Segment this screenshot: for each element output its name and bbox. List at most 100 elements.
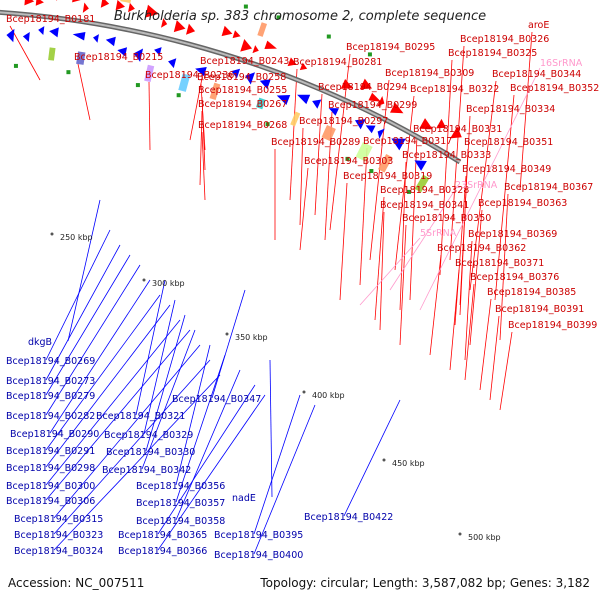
forward-gene-label: Bcep18194_B0299 — [328, 100, 417, 111]
forward-leader-line — [314, 93, 323, 216]
reverse-gene-label: Bcep18194_B0357 — [136, 498, 225, 509]
reverse-leader-line — [45, 304, 171, 468]
reverse-leader-line — [45, 254, 131, 396]
reverse-leader-line — [53, 374, 221, 551]
functional-category-block — [378, 153, 393, 173]
scale-ticks: 250 kbp 300 kbp 350 kbp 400 kbp 450 kbp 500 k… — [50, 232, 501, 542]
reverse-gene-arrow — [168, 58, 177, 69]
reverse-gene-label: Bcep18194_B0324 — [14, 546, 103, 557]
reverse-leader-line — [253, 404, 316, 555]
reverse-gene-arrow — [49, 27, 59, 38]
marker-dot — [243, 4, 248, 9]
reverse-leader-line — [67, 199, 101, 342]
reverse-gene-arrow — [377, 128, 385, 139]
reverse-gene-arrow — [297, 94, 311, 105]
reverse-gene-arrow — [245, 72, 256, 85]
forward-gene-label: Bcep18194_B0334 — [466, 104, 555, 115]
reverse-gene-label: Bcep18194_B0329 — [104, 430, 193, 441]
forward-leader-line — [464, 240, 473, 361]
forward-leader-line — [499, 331, 513, 411]
tick-mark — [50, 232, 54, 236]
forward-gene-label: Bcep18194_B0236 — [145, 70, 234, 81]
forward-gene-label: Bcep18194_B0267 — [198, 99, 287, 110]
functional-category-block — [255, 97, 266, 110]
forward-gene-label: Bcep18194_B0363 — [478, 198, 567, 209]
forward-gene-label: Bcep18194_B0317 — [363, 136, 452, 147]
scale-tick-label: 350 kbp — [235, 333, 268, 342]
reverse-gene-label: Bcep18194_B0347 — [172, 394, 261, 405]
forward-gene-arrow — [264, 40, 277, 49]
forward-gene-arrow — [128, 2, 135, 13]
forward-gene-label: Bcep18194_B0350 — [402, 213, 491, 224]
reverse-gene-label: Bcep18194_B0358 — [136, 516, 225, 527]
reverse-leader-line — [143, 299, 176, 435]
marker-dot — [176, 93, 181, 98]
forward-gene-label: Bcep18194_B0309 — [385, 68, 474, 79]
reverse-gene-label: nadE — [232, 493, 256, 504]
forward-gene-label: aroE — [528, 20, 549, 31]
forward-gene-label: Bcep18194_B0362 — [437, 243, 526, 254]
reverse-gene-label: Bcep18194_B0269 — [6, 356, 95, 367]
feature-blocks — [13, 0, 430, 194]
reverse-gene-arrow — [105, 36, 116, 47]
functional-category-block — [414, 174, 430, 193]
reverse-leader-line — [53, 359, 211, 535]
forward-gene-arrow — [359, 78, 373, 90]
forward-gene-arrow — [24, 0, 35, 6]
forward-leader-line — [439, 59, 453, 276]
forward-gene-label: Bcep18194_B0385 — [487, 287, 576, 298]
reverse-gene-label: Bcep18194_B0291 — [6, 446, 95, 457]
forward-gene-arrow — [160, 18, 168, 28]
forward-gene-label: Bcep18194_B0351 — [464, 137, 553, 148]
reverse-leader-line — [175, 369, 241, 521]
reverse-gene-arrow — [231, 68, 241, 79]
forward-gene-label: Bcep18194_B0369 — [468, 229, 557, 240]
forward-gene-arrow — [390, 102, 404, 114]
forward-leader-line — [489, 315, 500, 401]
forward-gene-label: Bcep18194_B0325 — [448, 48, 537, 59]
forward-gene-label: Bcep18194_B0322 — [410, 84, 499, 95]
forward-gene-label: Bcep18194_B0281 — [293, 57, 382, 68]
rna-leader-line — [389, 189, 456, 291]
reverse-gene-label: Bcep18194_B0279 — [6, 391, 95, 402]
forward-gene-label: Bcep18194_B0243 — [200, 56, 289, 67]
reverse-leader-line — [157, 384, 256, 535]
forward-gene-label: Bcep18194_B0289 — [271, 137, 360, 148]
functional-category-block — [48, 47, 56, 61]
reverse-gene-arrow — [312, 99, 322, 109]
functional-category-block — [76, 51, 86, 65]
forward-gene-arrow — [299, 62, 308, 71]
forward-gene-arrow — [419, 118, 433, 130]
functional-category-block — [257, 22, 268, 37]
forward-leader-line — [148, 81, 151, 151]
forward-gene-label: Bcep18194_B0399 — [508, 320, 597, 331]
forward-leader-line — [374, 196, 385, 321]
reverse-leader-line — [135, 279, 166, 416]
forward-leader-line — [369, 79, 390, 261]
forward-gene-label: Bcep18194_B0376 — [470, 272, 559, 283]
reverse-gene-arrow — [354, 119, 366, 130]
tick-mark — [458, 532, 462, 536]
forward-leader-line — [399, 161, 407, 311]
forward-leader-line — [494, 94, 515, 301]
forward-gene-arrow — [185, 23, 196, 35]
marker-dot — [13, 63, 18, 68]
forward-leader-line — [394, 95, 415, 271]
reverse-gene-arrow — [391, 138, 406, 151]
forward-gene-arrow — [436, 118, 447, 129]
reverse-leader-line — [49, 279, 151, 434]
forward-gene-label: Bcep18194_B0344 — [492, 69, 581, 80]
forward-gene-label: Bcep18194_B0328 — [380, 185, 469, 196]
functional-category-block — [120, 0, 134, 4]
reverse-gene-label: Bcep18194_B0323 — [14, 530, 103, 541]
rna-label: 5SrRNA — [420, 228, 457, 239]
forward-gene-arrow — [173, 20, 186, 33]
marker-dot — [406, 189, 411, 194]
forward-leader-line — [199, 110, 203, 186]
forward-gene-label: Bcep18194_B0391 — [495, 304, 584, 315]
marker-dot — [66, 70, 71, 75]
reverse-gene-arrow — [365, 125, 376, 134]
forward-gene-label: Bcep18194_B0215 — [74, 52, 163, 63]
gene-labels: Bcep18194_B0181 Bcep18194_B0215 Bcep18194_… — [6, 14, 599, 561]
tick-mark — [225, 332, 229, 336]
